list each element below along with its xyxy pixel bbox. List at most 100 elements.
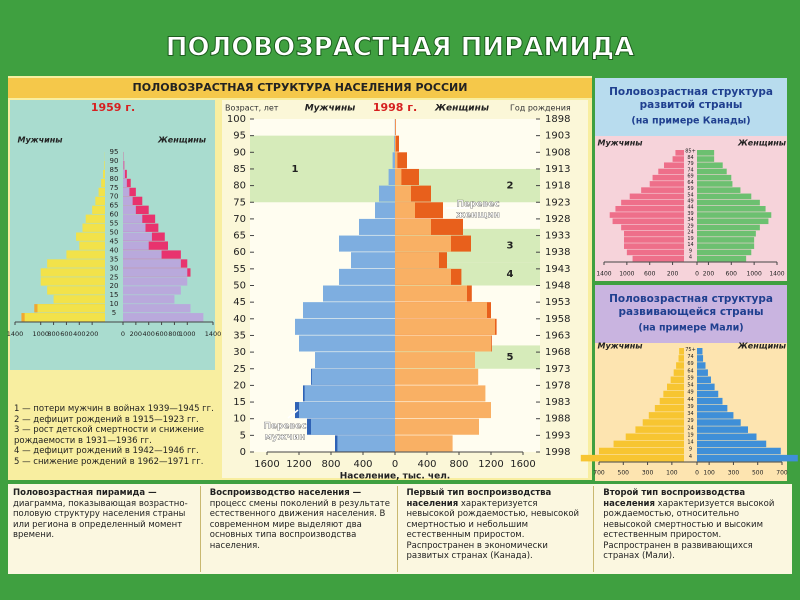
x-tick-label: 500 (618, 470, 630, 477)
annotation-arrow (287, 409, 299, 419)
y-tick-label: 35 (110, 255, 119, 263)
x-tick-label: 1000 (619, 271, 634, 278)
x-tick-label: 1600 (510, 459, 535, 470)
footer-column: Половозрастная пирамида — диаграмма, пок… (10, 486, 201, 572)
bar (697, 249, 752, 256)
footer: Половозрастная пирамида — диаграмма, пок… (10, 486, 790, 572)
bar (295, 318, 395, 335)
annotation: мужчин (265, 433, 306, 443)
y-tick-label: 74 (687, 167, 693, 173)
chart-title: 1998 г. (373, 101, 417, 114)
bar (395, 352, 475, 369)
x-tick-label: 200 (86, 330, 98, 338)
bar (642, 419, 684, 426)
y-tick-label: 34 (687, 217, 693, 223)
canada-header (595, 78, 787, 136)
bar (697, 447, 781, 455)
bar-shared-part (395, 335, 491, 352)
bar-shared-part (37, 304, 105, 313)
bar (95, 196, 105, 206)
bar (624, 230, 684, 237)
x-tick-label: 1200 (286, 459, 311, 470)
y2-tick-label: 1998 (545, 447, 570, 458)
y-tick-label: 44 (687, 397, 693, 403)
y-tick-label: 60 (110, 211, 119, 219)
bar (580, 454, 684, 462)
x-tick-label: 300 (728, 470, 740, 477)
bar (339, 268, 395, 285)
y-tick-label: 75+ (685, 347, 696, 353)
bar (664, 162, 684, 169)
bar-shared-part (123, 214, 143, 223)
note: 4 — дефицит рождений в 1942—1946 гг. (14, 446, 199, 456)
y-tick-label: 85 (110, 166, 119, 174)
y-tick-label: 75 (233, 197, 246, 208)
x-tick-label: 300 (642, 470, 654, 477)
y-tick-label: 70 (233, 214, 246, 225)
x-tick-label: 1600 (254, 459, 279, 470)
bar (98, 187, 105, 197)
bar (641, 187, 684, 193)
y2-tick-label: 1973 (545, 364, 570, 375)
bar (303, 302, 395, 319)
footer-text: характеризуется высокой рождаемостью, от… (603, 498, 775, 562)
bar (658, 168, 684, 175)
bar (697, 218, 769, 225)
bar (697, 193, 752, 200)
bar (615, 206, 684, 212)
bar-shared-part (395, 202, 415, 219)
bar (697, 206, 766, 212)
bar (599, 447, 684, 455)
bar (395, 135, 399, 152)
bar (76, 232, 105, 241)
y-tick-label: 39 (687, 404, 693, 410)
y-tick-label: 85 (233, 164, 246, 175)
note-band (250, 135, 395, 203)
x-tick-label: 200 (667, 271, 679, 278)
bar (123, 286, 181, 295)
y-tick-label: 65 (110, 202, 119, 210)
y-tick-label: 14 (687, 440, 693, 446)
panel-subtitle: (на примере Канады) (631, 116, 750, 127)
x-tick-label: 0 (695, 470, 699, 477)
x-tick-label: 700 (776, 470, 788, 477)
annotation: Перевес (456, 200, 499, 210)
bar-shared-part (395, 302, 487, 319)
panel-title: Половозрастная структура (609, 86, 773, 98)
y2-tick-label: 1923 (545, 197, 570, 208)
bar (379, 185, 395, 202)
x-axis-label: Население, тыс. чел. (340, 472, 450, 482)
y-tick-label: 75 (110, 184, 119, 192)
bar (675, 150, 684, 156)
x-tick-label: 0 (121, 330, 125, 338)
panel-title: развитой страны (640, 99, 743, 111)
bar-shared-part (311, 418, 395, 435)
bar (621, 224, 684, 231)
bar (103, 169, 105, 179)
x-tick-label: 1000 (747, 271, 762, 278)
bar (299, 335, 395, 352)
x-tick-label: 1000 (179, 330, 196, 338)
y-tick-label: 4 (689, 454, 692, 460)
band-label: 1 (292, 164, 299, 175)
y-tick-label: 29 (687, 223, 693, 229)
y2-tick-label: 1908 (545, 147, 570, 158)
panel-subtitle: (на примере Мали) (638, 323, 743, 334)
y-tick-label: 5 (112, 309, 116, 317)
panel-title: Половозрастная структура (609, 293, 773, 305)
x-tick-label: 200 (130, 330, 142, 338)
bar (66, 250, 105, 259)
footer-column: Второй тип воспроизводства населения хар… (600, 486, 790, 572)
bar (659, 397, 684, 405)
bar-shared-part (311, 368, 395, 385)
note: 1 — потери мужчин в войнах 1939—1945 гг. (14, 404, 214, 414)
x-tick-label: 600 (726, 271, 738, 278)
bar (697, 362, 706, 369)
bar (392, 152, 395, 169)
x-tick-label: 1400 (205, 330, 222, 338)
x-tick-label: 0 (392, 459, 398, 470)
bar (697, 168, 727, 175)
bar (697, 150, 715, 156)
bar (697, 237, 755, 243)
y-tick-label: 14 (687, 242, 693, 248)
